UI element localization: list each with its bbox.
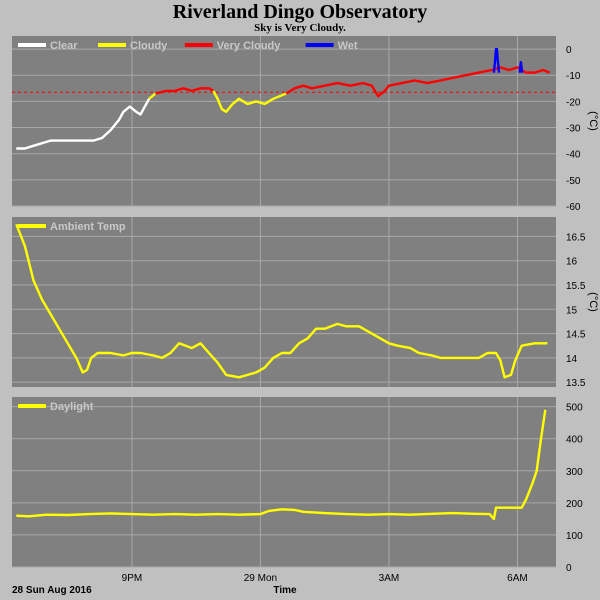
- series-line-wet: [492, 47, 501, 73]
- legend-label-wet: Wet: [338, 40, 358, 52]
- chart-subtitle: Sky is Very Cloudy.: [254, 22, 346, 34]
- sky-y-tick-label: -60: [566, 202, 581, 213]
- time-axis: 9PM 29 Mon 3AM 6AM: [122, 573, 528, 584]
- daylight-y-tick-label: 500: [566, 403, 583, 414]
- sky-y-tick-label: -20: [566, 97, 581, 108]
- series-line-very-cloudy: [155, 87, 214, 95]
- ambient-y-tick-label: 16: [566, 257, 578, 268]
- legend-label-ambient-temp: Ambient Temp: [50, 221, 126, 233]
- daylight-plot-area: [12, 397, 556, 567]
- series-line-clear: [16, 98, 151, 150]
- series-line-very-cloudy: [285, 66, 551, 98]
- daylight-y-tick-label: 0: [566, 563, 572, 574]
- series-line-wet: [518, 61, 524, 73]
- ambient-y-tick-label: 14.5: [566, 330, 586, 341]
- daylight-panel: 0 100 200 300 400 500 Daylight: [12, 397, 583, 574]
- sky-y-tick-label: 0: [566, 45, 572, 56]
- daylight-y-tick-label: 400: [566, 435, 583, 446]
- ambient-y-tick-label: 15.5: [566, 281, 586, 292]
- ambient-plot-area: [12, 217, 556, 387]
- sky-y-tick-label: -30: [566, 124, 581, 135]
- ambient-y-tick-label: 13.5: [566, 378, 586, 389]
- date-label: 28 Sun Aug 2016: [12, 585, 92, 596]
- ambient-y-tick-label: 14: [566, 354, 578, 365]
- daylight-y-tick-label: 100: [566, 531, 583, 542]
- series-line-ambient-temp: [15, 223, 548, 379]
- series-line-cloudy: [148, 92, 157, 100]
- legend-label-very-cloudy: Very Cloudy: [217, 40, 281, 52]
- legend-label-cloudy: Cloudy: [130, 40, 168, 52]
- ambient-temperature-panel: 13.5 14 14.5 15 15.5 16 16.5 (°C) Ambient Temp: [12, 217, 599, 389]
- chart-title: Riverland Dingo Observatory: [172, 1, 428, 23]
- x-tick-label: 3AM: [379, 573, 400, 584]
- sky-temperature-panel: 0 -10 -20 -30 -40 -50 -60 (°C) Clear Cloudy Very C…: [12, 36, 599, 213]
- sky-y-axis-label: (°C): [587, 111, 599, 131]
- sky-y-tick-label: -40: [566, 150, 581, 161]
- ambient-y-axis-label: (°C): [587, 292, 599, 312]
- sky-y-tick-label: -10: [566, 71, 581, 82]
- legend-label-daylight: Daylight: [50, 401, 94, 413]
- series-line-cloudy: [212, 90, 287, 114]
- ambient-y-tick-label: 15: [566, 305, 578, 316]
- ambient-y-tick-label: 16.5: [566, 232, 586, 243]
- sky-plot-area: [12, 36, 556, 206]
- sky-y-tick-label: -50: [566, 176, 581, 187]
- x-tick-label: 29 Mon: [244, 573, 277, 584]
- x-axis-title: Time: [273, 585, 297, 596]
- daylight-y-tick-label: 300: [566, 467, 583, 478]
- x-tick-label: 9PM: [122, 573, 143, 584]
- daylight-y-tick-label: 200: [566, 499, 583, 510]
- series-line-daylight: [16, 409, 547, 521]
- x-tick-label: 6AM: [507, 573, 528, 584]
- legend-label-clear: Clear: [50, 40, 78, 52]
